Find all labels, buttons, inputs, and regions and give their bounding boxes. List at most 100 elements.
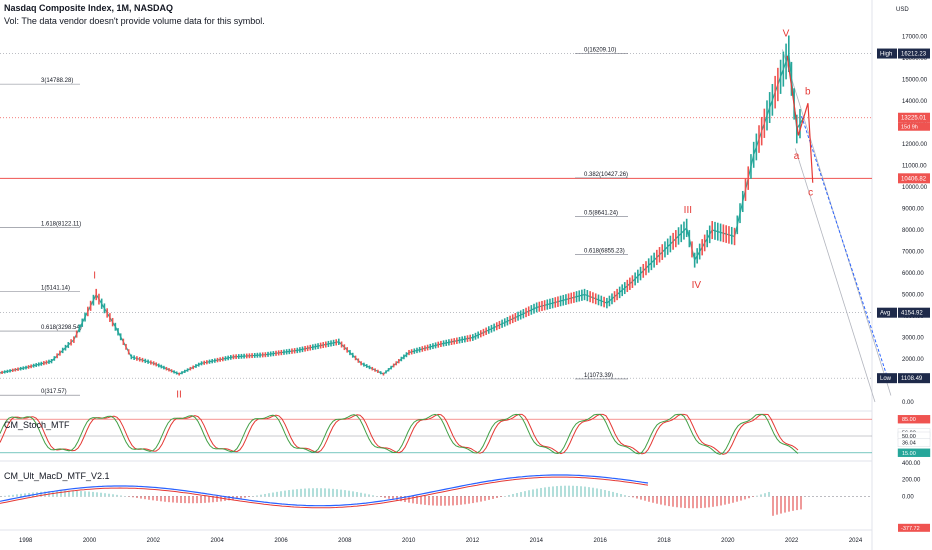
macd-bar bbox=[24, 493, 26, 497]
candle bbox=[309, 344, 312, 351]
price-tick-label: 15000.00 bbox=[902, 78, 928, 84]
macd-bar bbox=[580, 486, 582, 497]
macd-bar bbox=[556, 486, 558, 497]
macd-bar bbox=[672, 496, 674, 507]
candle bbox=[785, 43, 787, 80]
candle bbox=[557, 296, 559, 307]
macd-bar bbox=[768, 491, 770, 497]
candle bbox=[152, 361, 155, 366]
macd-bar bbox=[564, 485, 566, 497]
avg-badge-tag-text: Avg bbox=[880, 311, 890, 317]
macd-bar bbox=[16, 494, 18, 497]
candle bbox=[283, 349, 285, 355]
high-badge-tag-text: High bbox=[880, 52, 892, 58]
macd-label[interactable]: CM_Ult_MacD_MTF_V2.1 bbox=[4, 471, 110, 481]
macd-bar bbox=[496, 496, 498, 498]
time-tick-label: 2006 bbox=[274, 538, 288, 544]
macd-bar bbox=[108, 493, 110, 497]
candle bbox=[701, 239, 703, 256]
macd-bar bbox=[500, 496, 502, 497]
candle bbox=[222, 356, 224, 362]
macd-bar bbox=[568, 485, 570, 497]
stoch-label[interactable]: CM_Stoch_MTF bbox=[4, 420, 70, 430]
fib-right-label: 0.382(10427.26) bbox=[584, 172, 628, 178]
candle bbox=[17, 367, 19, 371]
candle bbox=[485, 327, 487, 335]
macd-bar bbox=[356, 492, 358, 497]
macd-bar bbox=[640, 496, 642, 500]
candle bbox=[696, 248, 698, 264]
candle bbox=[637, 269, 639, 283]
macd-bar bbox=[532, 489, 534, 497]
fib-right-label: 0.618(6855.23) bbox=[584, 249, 625, 255]
candle bbox=[392, 363, 395, 368]
macd-bar bbox=[280, 491, 282, 497]
macd-bar bbox=[248, 496, 250, 497]
macd-bar bbox=[88, 491, 90, 497]
candle bbox=[429, 343, 432, 350]
candle bbox=[744, 178, 747, 201]
macd-bar bbox=[656, 496, 658, 504]
candle bbox=[59, 350, 61, 356]
candle bbox=[216, 357, 219, 363]
candle bbox=[291, 348, 293, 354]
macd-bar bbox=[360, 492, 362, 497]
macd-bar bbox=[208, 496, 210, 503]
macd-bar bbox=[624, 495, 626, 497]
macd-bar bbox=[784, 496, 786, 513]
projection-line bbox=[801, 115, 889, 379]
macd-bar bbox=[772, 496, 774, 516]
macd-bar bbox=[484, 496, 486, 501]
candle bbox=[390, 365, 392, 370]
candle bbox=[163, 365, 165, 370]
macd-bar bbox=[188, 496, 190, 504]
price-tick-label: 0.00 bbox=[902, 400, 914, 406]
candle bbox=[583, 288, 586, 301]
candle bbox=[337, 338, 340, 345]
candle bbox=[251, 353, 253, 359]
macd-bar bbox=[428, 496, 430, 506]
low-badge bbox=[898, 373, 930, 384]
candle bbox=[335, 339, 337, 346]
macd-bar bbox=[256, 495, 258, 497]
candle bbox=[613, 291, 616, 303]
candle bbox=[506, 316, 509, 326]
macd-bar bbox=[60, 490, 62, 497]
macd-bar bbox=[216, 496, 218, 502]
countdown-badge bbox=[898, 122, 930, 131]
macd-bar bbox=[40, 491, 42, 497]
price-tick-label: 5000.00 bbox=[902, 293, 924, 299]
candle bbox=[53, 356, 56, 361]
high-badge-tag bbox=[877, 48, 897, 59]
macd-bar bbox=[68, 490, 70, 497]
candle bbox=[586, 290, 589, 302]
macd-bar bbox=[540, 487, 542, 497]
candle bbox=[450, 338, 453, 345]
candle bbox=[214, 358, 216, 363]
macd-bar bbox=[512, 493, 514, 497]
time-tick-label: 2024 bbox=[849, 538, 863, 544]
low-badge-tag bbox=[877, 373, 897, 384]
candle bbox=[725, 225, 727, 243]
macd-bar bbox=[112, 494, 114, 497]
macd-bar bbox=[160, 496, 162, 502]
macd-signal bbox=[0, 476, 649, 509]
candle bbox=[127, 349, 130, 355]
stoch-level-badge bbox=[897, 415, 931, 424]
candle bbox=[125, 343, 127, 350]
macd-bar bbox=[548, 486, 550, 497]
candle bbox=[357, 358, 360, 363]
candle bbox=[716, 222, 719, 241]
macd-bar bbox=[412, 496, 414, 504]
time-tick-label: 2004 bbox=[211, 538, 225, 544]
wave-label: a bbox=[794, 151, 800, 162]
candle bbox=[448, 339, 450, 346]
candle bbox=[623, 282, 626, 295]
candle bbox=[779, 59, 782, 94]
abc-lines bbox=[786, 55, 814, 183]
macd-bar bbox=[316, 488, 318, 497]
candle bbox=[11, 368, 14, 372]
candle bbox=[14, 368, 17, 372]
macd-bar bbox=[452, 496, 454, 506]
